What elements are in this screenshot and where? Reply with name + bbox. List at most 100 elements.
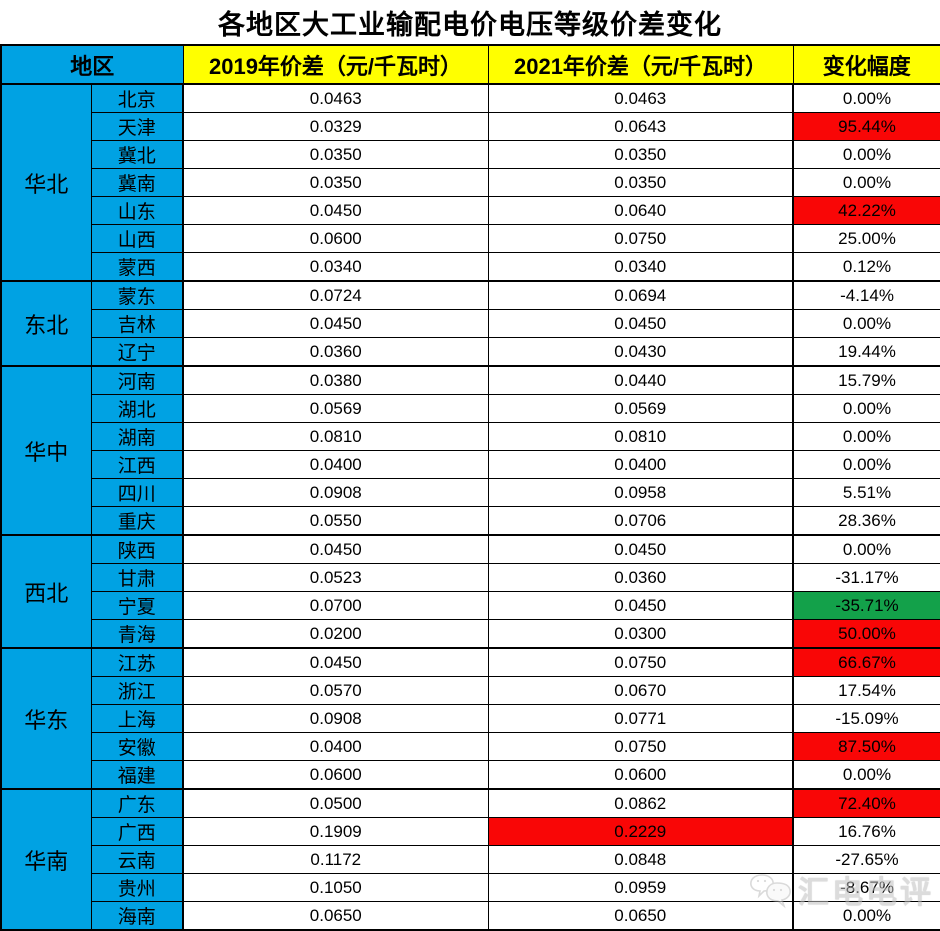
change-cell: 0.00% — [792, 309, 940, 338]
province-cell: 蒙西 — [90, 252, 184, 282]
v2021-cell: 0.0706 — [487, 506, 794, 536]
v2021-cell: 0.0350 — [487, 140, 794, 169]
v2021-cell: 0.0750 — [487, 647, 794, 677]
v2021-cell: 0.0600 — [487, 760, 794, 790]
province-cell: 重庆 — [90, 506, 184, 536]
v2019-cell: 0.0600 — [182, 760, 489, 790]
region-cell: 华南 — [0, 788, 92, 931]
province-cell: 蒙东 — [90, 280, 184, 310]
region-cell: 华东 — [0, 647, 92, 790]
province-cell: 广东 — [90, 788, 184, 818]
v2021-cell: 0.0450 — [487, 591, 794, 620]
table-row: 华南 广东 0.0500 0.0862 72.40% — [0, 788, 940, 931]
v2021-cell: 0.0694 — [487, 280, 794, 310]
change-cell: 66.67% — [792, 647, 940, 677]
province-cell: 冀北 — [90, 140, 184, 169]
change-cell: 0.00% — [792, 140, 940, 169]
v2021-cell: 0.0958 — [487, 478, 794, 507]
v2019-cell: 0.0450 — [182, 534, 489, 564]
v2021-cell: 0.0340 — [487, 252, 794, 282]
change-cell: 0.00% — [792, 450, 940, 479]
table-row: 辽宁 0.0360 0.0430 19.44% — [1, 337, 940, 367]
change-cell: -31.17% — [792, 563, 940, 592]
change-cell: -15.09% — [792, 704, 940, 733]
change-cell: 0.00% — [792, 168, 940, 197]
v2019-cell: 0.0569 — [182, 394, 489, 423]
table-row: 广西 0.1909 0.2229 16.76% — [1, 817, 940, 846]
v2019-cell: 0.0463 — [182, 83, 489, 113]
v2019-cell: 0.0700 — [182, 591, 489, 620]
header-region: 地区 — [0, 44, 184, 85]
province-cell: 湖南 — [90, 422, 184, 451]
province-cell: 天津 — [90, 112, 184, 141]
table-row: 蒙西 0.0340 0.0340 0.12% — [1, 252, 940, 282]
table-row: 西北 陕西 0.0450 0.0450 0.00% — [0, 534, 940, 649]
v2021-cell: 0.0862 — [487, 788, 794, 818]
province-cell: 山西 — [90, 224, 184, 253]
v2019-cell: 0.0600 — [182, 224, 489, 253]
province-cell: 湖北 — [90, 394, 184, 423]
header-change: 变化幅度 — [792, 44, 940, 85]
v2021-cell: 0.0463 — [487, 83, 794, 113]
v2021-cell: 0.0450 — [487, 534, 794, 564]
change-cell: 16.76% — [792, 817, 940, 846]
province-cell: 广西 — [90, 817, 184, 846]
v2019-cell: 0.0350 — [182, 168, 489, 197]
change-cell: -8.67% — [792, 873, 940, 902]
change-cell: -35.71% — [792, 591, 940, 620]
v2019-cell: 0.0380 — [182, 365, 489, 395]
province-cell: 江苏 — [90, 647, 184, 677]
v2019-cell: 0.0340 — [182, 252, 489, 282]
v2021-cell: 0.0569 — [487, 394, 794, 423]
table-row: 甘肃 0.0523 0.0360 -31.17% — [1, 563, 940, 592]
v2021-cell: 0.0300 — [487, 619, 794, 649]
table-row: 吉林 0.0450 0.0450 0.00% — [1, 309, 940, 338]
change-cell: -4.14% — [792, 280, 940, 310]
v2019-cell: 0.1172 — [182, 845, 489, 874]
v2019-cell: 0.0360 — [182, 337, 489, 367]
province-cell: 甘肃 — [90, 563, 184, 592]
province-cell: 冀南 — [90, 168, 184, 197]
v2019-cell: 0.0550 — [182, 506, 489, 536]
v2019-cell: 0.1050 — [182, 873, 489, 902]
table-row: 青海 0.0200 0.0300 50.00% — [1, 619, 940, 649]
table-row: 贵州 0.1050 0.0959 -8.67% — [1, 873, 940, 902]
province-cell: 辽宁 — [90, 337, 184, 367]
change-cell: 25.00% — [792, 224, 940, 253]
province-cell: 陕西 — [90, 534, 184, 564]
province-cell: 青海 — [90, 619, 184, 649]
v2019-cell: 0.0400 — [182, 732, 489, 761]
region-cell: 华中 — [0, 365, 92, 536]
v2021-cell: 0.0771 — [487, 704, 794, 733]
change-cell: 19.44% — [792, 337, 940, 367]
table-row: 华中 河南 0.0380 0.0440 15.79% — [0, 365, 940, 536]
v2019-cell: 0.0450 — [182, 647, 489, 677]
table-row: 湖北 0.0569 0.0569 0.00% — [1, 394, 940, 423]
v2021-cell: 0.0640 — [487, 196, 794, 225]
v2021-cell: 0.0670 — [487, 676, 794, 705]
change-cell: 0.00% — [792, 534, 940, 564]
change-cell: 0.00% — [792, 83, 940, 113]
v2019-cell: 0.0724 — [182, 280, 489, 310]
change-cell: -27.65% — [792, 845, 940, 874]
v2021-cell: 0.0430 — [487, 337, 794, 367]
v2019-cell: 0.0450 — [182, 309, 489, 338]
table-row: 安徽 0.0400 0.0750 87.50% — [1, 732, 940, 761]
v2019-cell: 0.0523 — [182, 563, 489, 592]
v2019-cell: 0.0570 — [182, 676, 489, 705]
table-row: 冀南 0.0350 0.0350 0.00% — [1, 168, 940, 197]
change-cell: 5.51% — [792, 478, 940, 507]
table-row: 山西 0.0600 0.0750 25.00% — [1, 224, 940, 253]
province-cell: 河南 — [90, 365, 184, 395]
table-row: 四川 0.0908 0.0958 5.51% — [1, 478, 940, 507]
table-row: 重庆 0.0550 0.0706 28.36% — [1, 506, 940, 536]
table-row: 湖南 0.0810 0.0810 0.00% — [1, 422, 940, 451]
change-cell: 17.54% — [792, 676, 940, 705]
province-cell: 安徽 — [90, 732, 184, 761]
change-cell: 42.22% — [792, 196, 940, 225]
region-cell: 西北 — [0, 534, 92, 649]
province-cell: 上海 — [90, 704, 184, 733]
v2019-cell: 0.1909 — [182, 817, 489, 846]
v2019-cell: 0.0329 — [182, 112, 489, 141]
table-body: 华北 北京 0.0463 0.0463 0.00% 天津 0.0329 0.0643 95.44… — [0, 83, 940, 931]
